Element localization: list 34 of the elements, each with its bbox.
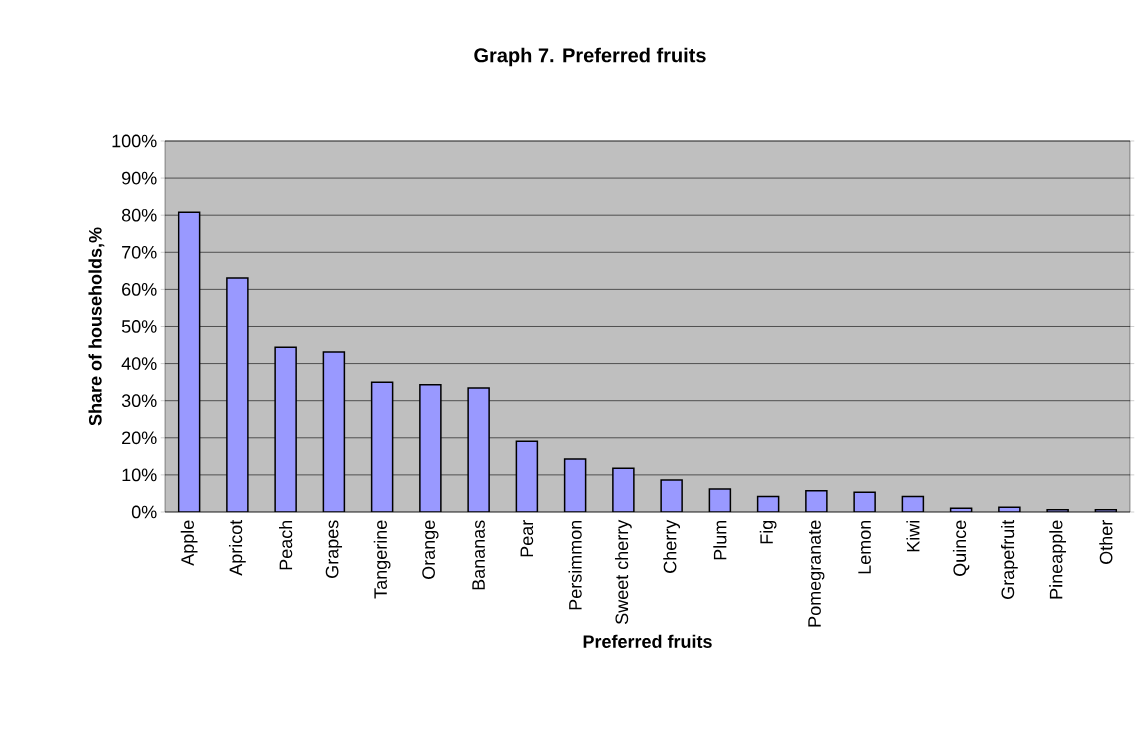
- chart-title: Graph 7. Preferred fruits: [474, 47, 706, 67]
- x-tick-label: Apple: [180, 520, 198, 566]
- x-tick-label: Kiwi: [906, 521, 920, 552]
- y-tick-label: 0%: [131, 505, 157, 519]
- y-tick-label: 20%: [122, 431, 157, 445]
- x-tick-label: Cherry: [663, 519, 681, 573]
- x-tick-label: Grapes: [325, 520, 343, 578]
- x-tick-label: Pineapple: [1049, 520, 1067, 599]
- x-axis-title: Preferred fruits: [583, 634, 712, 648]
- x-tick-label: Sweet cherry: [614, 519, 632, 625]
- x-tick-label: Orange: [422, 520, 439, 579]
- x-tick-label: Apricot: [228, 519, 246, 576]
- y-tick-label: 60%: [122, 283, 157, 296]
- y-tick-label: 50%: [121, 320, 157, 333]
- y-tick-label: 70%: [122, 245, 157, 259]
- x-tick-label: Quince: [952, 520, 970, 576]
- x-tick-label: Bananas: [472, 520, 485, 590]
- x-tick-label: Pomegranate: [808, 520, 825, 627]
- x-tick-label: Peach: [279, 520, 293, 570]
- x-tick-label: Tangerine: [373, 520, 391, 599]
- y-tick-label: 80%: [121, 208, 157, 222]
- y-axis-title: Share of households,%: [88, 227, 105, 426]
- x-tick-label: Fig: [759, 520, 777, 544]
- x-tick-label: Grapefruit: [1000, 519, 1018, 599]
- y-tick-label: 10%: [122, 468, 157, 482]
- y-tick-label: 90%: [122, 171, 157, 185]
- y-tick-label: 100%: [112, 134, 157, 148]
- x-tick-label: Plum: [713, 520, 727, 560]
- x-tick-label: Lemon: [858, 520, 871, 574]
- y-tick-label: 30%: [121, 394, 157, 408]
- x-tick-label: Other: [1099, 520, 1113, 564]
- x-tick-label: Persimmon: [568, 520, 582, 610]
- x-tick-label: Pear: [520, 520, 534, 557]
- y-tick-label: 40%: [121, 357, 157, 370]
